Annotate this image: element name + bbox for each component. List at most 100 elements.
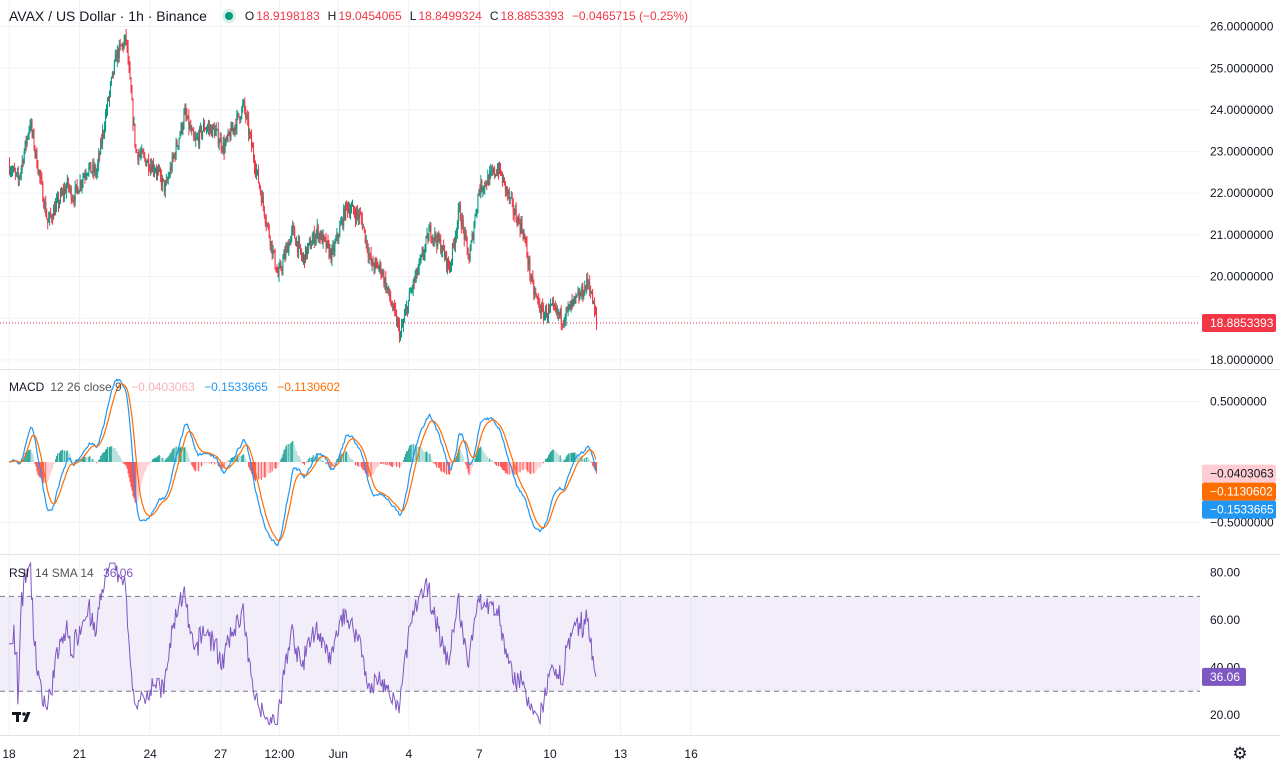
rsi-legend[interactable]: RSI 14 SMA 14 36.06 [9,566,139,580]
macd-hist-bar [193,462,195,469]
candle [436,239,438,247]
candle [332,246,334,250]
candle [489,171,491,185]
macd-hist-bar [158,455,160,462]
macd-hist-bar [347,453,349,462]
macd-hist-bar [157,455,159,462]
macd-hist-bar [70,457,72,462]
macd-hist-bar [322,460,324,462]
candle [347,203,349,212]
macd-hist-bar [206,462,208,463]
settings-gear-icon[interactable]: ⚙ [1232,744,1248,763]
macd-hist-bar [42,462,44,482]
macd-hist-bar [81,458,83,462]
candle [192,129,194,131]
macd-hist-bar [589,459,591,462]
candle [398,321,400,324]
candle [281,269,283,271]
macd-hist-bar [210,462,212,465]
macd-hist-bar [121,460,123,462]
candle [394,304,396,310]
market-status-icon[interactable] [224,12,233,20]
candle [294,228,296,239]
macd-hist-bar [140,462,142,489]
macd-hist-bar [156,456,158,462]
macd-hist-bar [183,447,185,462]
macd-hist-bar [400,462,402,468]
candle [265,221,267,225]
candle [466,238,468,248]
candle [204,124,206,130]
macd-hist-bar [200,462,202,467]
candle [69,187,71,189]
macd-hist-bar [377,462,379,467]
macd-hist-bar [395,462,397,466]
macd-hist-bar [178,447,180,462]
candle [586,278,588,289]
macd-hist-bar [107,447,108,462]
candle [415,268,417,277]
candle [255,170,257,173]
candle [130,78,132,93]
candle [171,156,173,171]
macd-hist-bar [386,462,388,465]
candle [181,124,183,131]
symbol-title[interactable]: AVAX / US Dollar · 1h · Binance [9,8,207,24]
candle [201,126,203,137]
candle [98,154,100,164]
macd-hist-bar [47,462,49,483]
candle [370,254,372,264]
candle [36,150,38,168]
candle [309,240,311,249]
macd-hist-bar [355,462,357,466]
macd-hist-bar [398,462,400,467]
macd-hist-bar [54,462,56,463]
candle [497,169,499,175]
candle [182,125,184,131]
macd-hist-bar [558,455,560,462]
macd-hist-bar [501,462,503,470]
macd-legend[interactable]: MACD 12 26 close 9 −0.0403063 −0.1533665 … [9,380,346,394]
tradingview-logo[interactable] [10,707,38,727]
macd-hist-bar [409,444,411,462]
candle [581,286,583,296]
candle [140,154,142,156]
candle [336,233,338,240]
candle [251,135,253,147]
macd-hist-bar [187,453,189,462]
macd-hist-bar [426,451,428,462]
macd-hist-bar [559,455,561,462]
macd-hist-bar [488,459,490,462]
macd-hist-bar [329,462,331,468]
candle [53,208,55,220]
candle [279,264,281,268]
candle [473,226,475,239]
candle [562,323,564,325]
candle [315,232,317,239]
close-label: C [489,9,499,23]
macd-hist-bar [45,462,47,483]
low-label: L [409,9,417,23]
macd-hist-bar [248,462,250,468]
candle [319,233,321,240]
macd-hist-bar [564,459,566,462]
macd-hist-bar [330,462,332,469]
macd-hist-bar [369,462,371,476]
macd-hist-bar [208,462,210,463]
candle [160,175,162,186]
candle [128,61,130,68]
macd-hist-bar [471,462,473,468]
candle [113,60,115,74]
macd-hist-bar [112,448,114,462]
macd-hist-bar [101,455,103,462]
candle [396,313,398,326]
macd-hist-bar [300,459,302,462]
macd-hist-bar [318,456,320,462]
candle [472,234,474,239]
macd-hist-bar [46,462,48,483]
macd-hist-bar [349,457,351,462]
rsi-tick-label: 60.00 [1210,613,1240,627]
candle [545,308,547,314]
candle [383,272,385,284]
